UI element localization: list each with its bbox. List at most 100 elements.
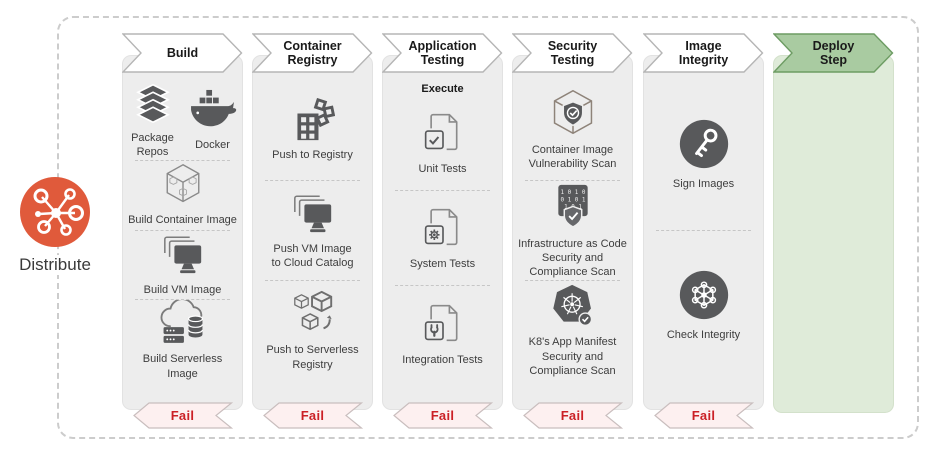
item-label: Package Repos [131,132,174,159]
distribute-node: Distribute [10,176,100,275]
container-registry-column-body: Push to Registry [252,55,373,410]
distribute-label: Distribute [15,255,95,275]
container-registry-fail-banner: Fail [262,402,363,429]
divider [525,179,620,181]
item-label: Push to Serverless Registry [266,344,359,371]
deploy-step-header-banner: Deploy Step [773,33,894,73]
doc-gear-icon [424,209,458,246]
application-testing-column-body: Execute Unit Tests [382,55,503,410]
build-header-banner: Build [122,33,243,73]
step-arrow-shape [122,33,243,73]
divider [135,229,230,231]
step-arrow-shape [643,33,764,73]
security-testing-header-label: Security Testing [547,38,598,67]
kubernetes-shield-icon [552,285,592,327]
item-label: Build VM Image [143,284,222,297]
item-label: System Tests [409,258,476,271]
application-testing-fail-banner: Fail [392,402,493,429]
execute-note: Execute [421,83,464,95]
column-security-testing: Security Testing [512,33,633,429]
fail-label: Fail [170,408,195,423]
key-circle-icon [679,120,728,169]
divider [525,280,620,282]
vm-monitor-icon [163,236,201,274]
build-header-label: Build [166,45,199,60]
svg-text:1 0 1 0: 1 0 1 0 [560,189,585,196]
item-iac-scan: 1 0 1 0 0 1 0 1 1 0 1 Infrastructure as … [513,181,632,281]
distribute-network-icon [20,177,90,247]
fail-arrow-shape [523,402,623,429]
fail-arrow-shape [654,402,754,429]
fail-label: Fail [560,408,585,423]
fail-label: Fail [300,408,325,423]
code-shield-icon: 1 0 1 0 0 1 0 1 1 0 1 [557,184,588,228]
fail-arrow-shape [263,402,363,429]
fail-label: Fail [691,408,716,423]
item-build-vm-image: Build VM Image [123,231,242,300]
divider [395,189,490,191]
item-label: Docker [195,139,230,152]
item-label: Sign Images [672,178,735,191]
item-push-vm-image: Push VM Image to Cloud Catalog [253,181,372,281]
registry-blocks-icon [296,97,335,140]
cube-shield-icon [553,89,592,135]
fail-arrow-shape [133,402,233,429]
integrity-circle-icon [679,271,728,320]
security-testing-fail-banner: Fail [522,402,623,429]
column-image-integrity: Image Integrity Sign Images [643,33,764,429]
item-label: Build Container Image [128,214,237,227]
fail-arrow-shape [393,402,493,429]
application-testing-header-label: Application Testing [408,38,477,67]
column-container-registry: Container Registry [252,33,373,429]
image-integrity-column-body: Sign Images [643,55,764,410]
item-label: Build Serverless Image [142,353,223,380]
application-testing-header-banner: Application Testing [382,33,503,73]
item-unit-tests: Unit Tests [383,95,502,190]
item-build-container-image: Build Container Image [123,161,242,230]
column-build: Build Package Repos [122,33,243,429]
divider [265,179,360,181]
divider [135,159,230,161]
item-k8s-manifest-scan: K8's App Manifest Security and Complianc… [513,281,632,381]
item-system-tests: System Tests [383,191,502,286]
item-push-serverless-registry: Push to Serverless Registry [253,281,372,381]
item-label: Unit Tests [418,162,467,175]
item-label: Check Integrity [666,329,741,342]
stacked-monitor-icon [293,195,331,232]
docker-icon [190,90,236,127]
column-deploy-step: Deploy Step [773,33,894,429]
image-integrity-fail-banner: Fail [653,402,754,429]
svg-text:0 1 0 1: 0 1 0 1 [560,196,585,203]
build-fail-banner: Fail [132,402,233,429]
step-arrow-shape [382,33,503,73]
cubes-arrow-icon [293,291,332,331]
item-label: Push VM Image to Cloud Catalog [271,242,354,269]
build-column-body: Package Repos [122,55,243,410]
fail-label: Fail [430,408,455,423]
item-package-repos: Package Repos [124,80,182,160]
deploy-step-header-label: Deploy Step [812,38,855,67]
item-docker: Docker [184,87,242,152]
divider [656,230,751,231]
deploy-step-column-body [773,55,894,413]
item-build-serverless-image: Build Serverless Image [123,300,242,381]
step-arrow-shape [512,33,633,73]
item-sign-images: Sign Images [644,80,763,230]
item-label: K8's App Manifest Security and Complianc… [528,336,617,377]
item-label: Push to Registry [272,148,353,161]
item-check-integrity: Check Integrity [644,231,763,381]
security-testing-column-body: Container Image Vulnerability Scan 1 0 1… [512,55,633,410]
step-arrow-shape [773,33,894,73]
item-push-to-registry: Push to Registry [253,80,372,180]
item-integration-tests: Integration Tests [383,286,502,381]
serverless-cloud-icon [160,300,203,344]
image-integrity-header-banner: Image Integrity [643,33,764,73]
divider [265,280,360,282]
item-label: Container Image Vulnerability Scan [528,144,617,171]
doc-check-icon [424,113,458,150]
container-registry-header-label: Container Registry [283,38,342,67]
image-integrity-header-label: Image Integrity [678,38,729,67]
container-cube-icon [166,164,199,203]
column-application-testing: Application Testing Execute [382,33,503,429]
